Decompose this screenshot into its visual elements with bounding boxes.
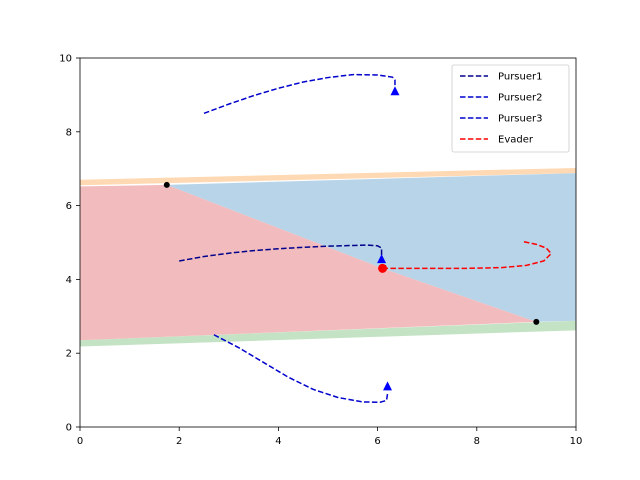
series-line-pursuer1 <box>179 244 383 262</box>
region-0 <box>80 167 576 186</box>
y-tick-label: 4 <box>66 275 72 286</box>
legend-label-pursuer1: Pursuer1 <box>498 72 542 83</box>
vertex-point-1 <box>533 318 540 325</box>
x-tick-label: 2 <box>176 436 182 447</box>
vertex-point-0 <box>163 181 170 188</box>
marker-evader <box>378 263 388 273</box>
x-axis: 0 2 4 6 8 10 <box>77 427 583 447</box>
plot-frame <box>79 57 577 428</box>
series-line-pursuer3 <box>203 73 396 115</box>
marker-pursuer3 <box>390 86 400 96</box>
legend-label-evader: Evader <box>498 135 534 146</box>
series-markers <box>377 86 400 391</box>
y-tick-label: 6 <box>66 201 72 212</box>
series-line-evader <box>382 241 553 270</box>
y-tick-label: 8 <box>66 127 72 138</box>
marker-pursuer1 <box>377 254 387 264</box>
y-tick-label: 0 <box>66 423 72 434</box>
region-3 <box>80 184 537 341</box>
vertex-points <box>163 181 540 325</box>
legend-label-pursuer2: Pursuer2 <box>498 93 542 104</box>
region-2 <box>166 173 577 322</box>
series-lines <box>179 73 553 404</box>
x-tick-label: 8 <box>474 436 480 447</box>
y-tick-label: 10 <box>59 54 72 65</box>
x-tick-label: 10 <box>570 436 583 447</box>
legend-label-pursuer3: Pursuer3 <box>498 114 542 125</box>
y-tick-label: 2 <box>66 349 72 360</box>
marker-pursuer2 <box>383 381 393 391</box>
region-1 <box>80 320 576 347</box>
legend: Pursuer1 Pursuer2 Pursuer3 Evader <box>451 64 570 153</box>
x-tick-label: 0 <box>77 436 83 447</box>
x-tick-label: 4 <box>275 436 281 447</box>
legend-box <box>451 64 570 153</box>
y-axis: 0 2 4 6 8 10 <box>59 54 80 434</box>
series-line-pursuer2 <box>213 334 389 404</box>
x-tick-label: 6 <box>374 436 380 447</box>
shaded-regions <box>80 167 577 347</box>
